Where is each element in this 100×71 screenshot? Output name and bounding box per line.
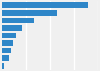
Bar (2, 2, 88, 8)
Bar (2, 55, 9, 61)
Bar (2, 33, 16, 38)
Bar (2, 48, 11, 53)
Bar (2, 40, 13, 46)
Bar (2, 63, 4, 69)
Bar (2, 25, 22, 31)
Bar (2, 18, 34, 23)
Bar (2, 10, 57, 16)
